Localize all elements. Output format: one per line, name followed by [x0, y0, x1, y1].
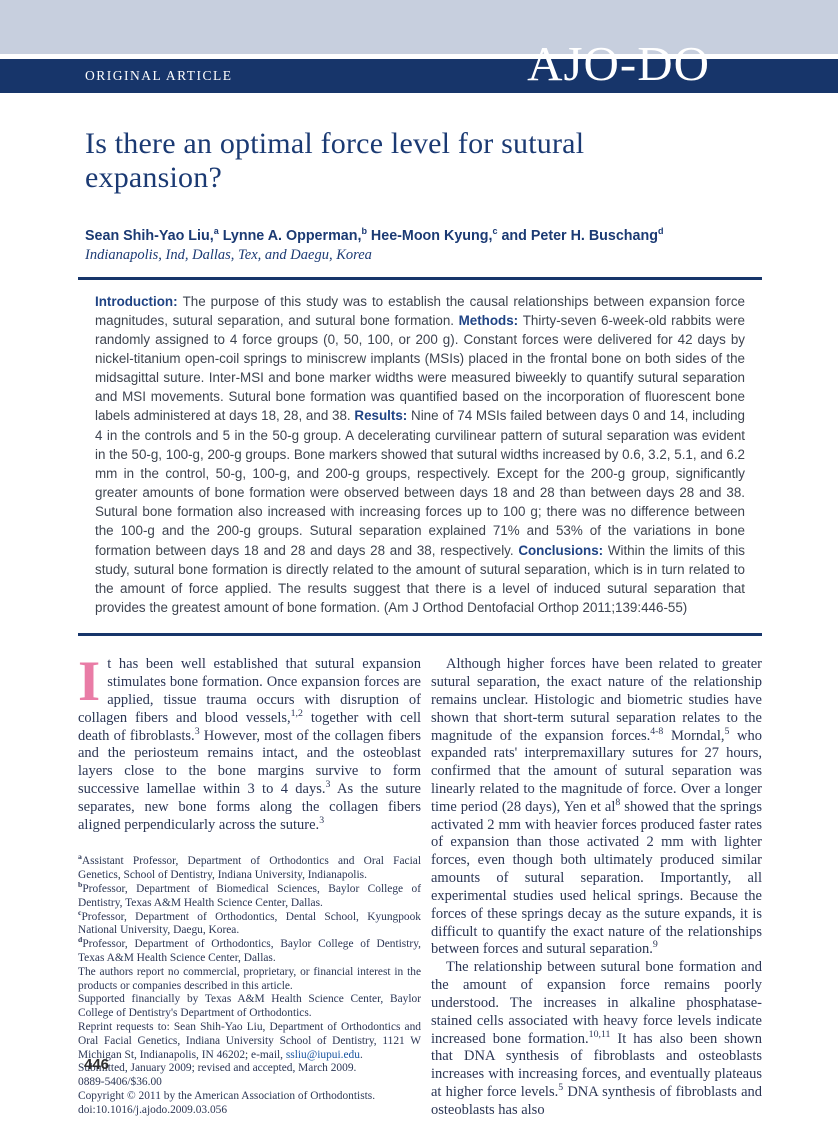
text-run: Lynne A. Opperman,	[218, 227, 362, 244]
footnote-issn-price: 0889-5406/$36.00	[78, 1076, 421, 1090]
intro-paragraph-text: t has been well established that sutural…	[78, 656, 421, 832]
text-run: 0889-5406/$36.00	[78, 1076, 162, 1089]
text-run: Sean Shih-Yao Liu,	[85, 227, 214, 244]
abstract-bottom-rule	[78, 633, 762, 637]
email-link[interactable]: ssliu@iupui.edu	[285, 1048, 360, 1061]
masthead-light-band	[0, 0, 838, 54]
page-content: Is there an optimal force level for sutu…	[0, 127, 838, 1120]
abstract-section-label: Conclusions:	[518, 542, 608, 558]
author-affiliation: Indianapolis, Ind, Dallas, Tex, and Daeg…	[85, 246, 372, 263]
reference-superscript: 5	[558, 1082, 564, 1094]
footnote-disclosure: The authors report no commercial, propri…	[78, 966, 421, 994]
reference-superscript: d	[78, 935, 83, 945]
footnote-copyright: Copyright © 2011 by the American Associa…	[78, 1090, 421, 1104]
text-run: .	[359, 1048, 363, 1061]
reference-superscript: 5	[724, 725, 730, 737]
journal-masthead: ORIGINAL ARTICLE AJO-DO	[0, 0, 838, 93]
author-byline: Sean Shih-Yao Liu,a Lynne A. Opperman,b …	[85, 226, 762, 244]
reference-superscript: a	[213, 225, 219, 236]
text-run: Submitted, January 2009; revised and acc…	[78, 1062, 357, 1075]
text-run: Within the limits of this study, sutural…	[95, 542, 746, 616]
masthead-navy-band: ORIGINAL ARTICLE	[0, 59, 838, 93]
article-type-label: ORIGINAL ARTICLE	[85, 68, 233, 83]
footnote-submission-dates: Submitted, January 2009; revised and acc…	[78, 1062, 421, 1076]
text-run: Copyright © 2011 by the American Associa…	[78, 1090, 376, 1103]
reference-superscript: 3	[194, 725, 200, 737]
text-run: Professor, Department of Orthodontics, B…	[78, 938, 421, 965]
reference-superscript: 9	[652, 939, 658, 951]
text-run: and Peter H. Buschang	[497, 227, 658, 244]
abstract-section-label: Results:	[354, 408, 412, 424]
text-run: Reprint requests to: Sean Shih-Yao Liu, …	[78, 1021, 421, 1061]
text-run: It has also been shown that DNA synthesi…	[431, 1030, 763, 1101]
text-run: who expanded rats' interpremaxillary sut…	[431, 727, 762, 815]
footnote-affiliation-c: cProfessor, Department of Orthodontics, …	[78, 907, 421, 939]
text-run: showed that the springs activated 2 mm w…	[431, 798, 762, 958]
abstract-top-rule	[78, 276, 762, 280]
footnote-affiliation-d: dProfessor, Department of Orthodontics, …	[78, 935, 421, 966]
dropcap-letter: I	[78, 650, 101, 714]
body-paragraph: The relationship between sutural bone fo…	[431, 959, 762, 1119]
footnote-reprint-requests: Reprint requests to: Sean Shih-Yao Liu, …	[78, 1021, 421, 1062]
intro-paragraph: I t has been well established that sutur…	[78, 650, 421, 834]
text-run: Professor, Department of Orthodontics, D…	[78, 910, 421, 937]
reference-superscript: 3	[325, 779, 331, 791]
text-run: The authors report no commercial, propri…	[78, 965, 421, 992]
reference-superscript: 1,2	[290, 707, 303, 719]
reference-superscript: b	[78, 880, 83, 890]
text-run: Nine of 74 MSIs failed between days 0 an…	[95, 408, 745, 558]
journal-logo: AJO-DO	[527, 36, 710, 91]
text-run: Supported financially by Texas A&M Healt…	[78, 993, 421, 1020]
footnote-funding: Supported financially by Texas A&M Healt…	[78, 993, 421, 1021]
text-run: Assistant Professor, Department of Ortho…	[78, 855, 421, 882]
reference-superscript: 3	[319, 814, 325, 826]
abstract-section-label: Introduction:	[95, 293, 183, 309]
right-column: Although higher forces have been related…	[431, 656, 762, 1120]
reference-superscript: c	[78, 907, 82, 917]
text-run: Hee-Moon Kyung,	[366, 227, 493, 244]
reference-superscript: 10,11	[588, 1028, 611, 1040]
reference-superscript: 8	[615, 797, 621, 808]
left-column: I t has been well established that sutur…	[78, 650, 421, 1120]
page-number: 446	[84, 1056, 110, 1073]
masthead-divider	[0, 54, 838, 59]
article-title: Is there an optimal force level for sutu…	[85, 127, 585, 194]
abstract-section-label: Methods:	[458, 312, 523, 328]
reference-superscript: 4-8	[650, 725, 664, 737]
text-run: Professor, Department of Biomedical Scie…	[78, 883, 421, 909]
footnotes-block: aAssistant Professor, Department of Orth…	[78, 852, 421, 1118]
text-run: As the suture separates, new bone forms …	[78, 781, 421, 833]
text-run: However, most of the collagen fibers and…	[78, 727, 421, 797]
footnote-doi: doi:10.1016/j.ajodo.2009.03.056	[78, 1104, 421, 1118]
text-run: together with cell death of fibroblasts.	[78, 709, 421, 744]
text-run: doi:10.1016/j.ajodo.2009.03.056	[78, 1103, 228, 1116]
text-run: Morndal,	[663, 727, 725, 744]
footnote-affiliation-b: bProfessor, Department of Biomedical Sci…	[78, 880, 421, 911]
body-columns: I t has been well established that sutur…	[78, 650, 762, 1120]
reference-superscript: b	[361, 225, 367, 236]
text-run: t has been well established that sutural…	[78, 656, 421, 726]
reference-superscript: d	[657, 225, 664, 236]
text-run: Although higher forces have been related…	[431, 656, 762, 744]
footnote-affiliation-a: aAssistant Professor, Department of Orth…	[78, 852, 421, 883]
abstract-text: Introduction: The purpose of this study …	[78, 280, 762, 634]
text-run: The relationship between sutural bone fo…	[431, 959, 762, 1047]
text-run: The purpose of this study was to establi…	[95, 293, 745, 328]
text-run: DNA synthesis of fibroblasts and osteobl…	[431, 1084, 763, 1118]
reference-superscript: a	[78, 852, 82, 862]
reference-superscript: c	[492, 225, 498, 236]
text-run: Thirty-seven 6-week-old rabbits were ran…	[95, 312, 745, 424]
body-paragraph: Although higher forces have been related…	[431, 656, 762, 959]
